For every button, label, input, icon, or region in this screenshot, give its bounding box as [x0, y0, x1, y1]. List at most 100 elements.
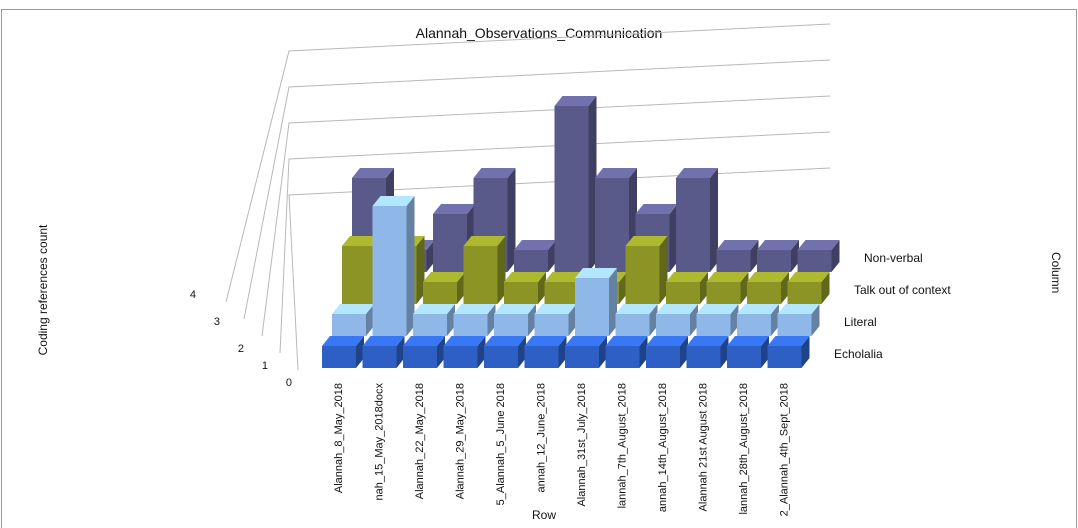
bar-top — [575, 268, 617, 278]
bar-side — [791, 240, 799, 272]
y-tick-label: 0 — [286, 377, 292, 389]
bar-1-11 — [777, 314, 812, 336]
bar-side — [548, 240, 556, 272]
bar-top — [403, 336, 445, 346]
bar-0-0 — [322, 346, 356, 368]
bar-side — [396, 336, 405, 368]
bar-1-1 — [372, 206, 407, 336]
legend-entry: Non-verbal — [864, 251, 923, 265]
bar-1-6 — [575, 278, 609, 336]
x-tick-label: Alannah_8_May_2018 — [333, 383, 345, 493]
bar-top — [727, 336, 769, 346]
bar-side — [761, 336, 769, 368]
bar-top — [332, 304, 374, 314]
bar-top — [696, 304, 739, 314]
bar-2-3 — [463, 246, 498, 304]
bar-1-0 — [332, 314, 366, 336]
bar-side — [447, 304, 455, 336]
bar-side — [588, 96, 597, 272]
bar-2-4 — [504, 282, 538, 304]
gridline — [225, 23, 831, 303]
bar-side — [538, 272, 546, 304]
bar-top — [524, 336, 567, 346]
bar-side — [609, 268, 617, 336]
bar-top — [676, 168, 718, 178]
bar-1-9 — [696, 314, 731, 336]
bar-top — [615, 304, 658, 314]
bar-side — [720, 336, 729, 368]
bar-top — [534, 304, 577, 314]
bar-top — [453, 304, 496, 314]
bar-top — [514, 240, 556, 250]
bar-side — [740, 272, 749, 304]
bar-top — [635, 204, 678, 214]
bar-top — [737, 304, 779, 314]
bar-top — [777, 304, 820, 314]
bar-2-11 — [787, 282, 822, 304]
bar-side — [518, 336, 526, 368]
bar-2-0 — [342, 246, 376, 304]
bar-side — [416, 236, 425, 304]
gridline — [279, 131, 831, 354]
bar-0-3 — [443, 346, 478, 368]
bar-0-2 — [403, 346, 437, 368]
bar-2-10 — [747, 282, 781, 304]
bar-0-9 — [686, 346, 721, 368]
bar-side — [497, 236, 506, 304]
bar-2-2 — [423, 282, 457, 304]
x-tick-label: nah_15_May_2018docx — [374, 383, 386, 501]
bar-side — [821, 272, 830, 304]
bar-top — [686, 336, 729, 346]
gridline — [288, 167, 831, 371]
bar-top — [595, 168, 637, 178]
bar-top — [473, 168, 516, 178]
bar-side — [406, 196, 415, 336]
bar-top — [787, 272, 830, 282]
bar-1-7 — [615, 314, 650, 336]
bar-top — [767, 336, 810, 346]
bar-0-7 — [605, 346, 640, 368]
bar-side — [781, 272, 789, 304]
bar-1-3 — [453, 314, 488, 336]
x-tick-label: annah_12_June_2018 — [536, 383, 548, 493]
bar-0-5 — [524, 346, 559, 368]
bar-1-10 — [737, 314, 771, 336]
legend-entry: Literal — [844, 315, 877, 329]
bar-side — [426, 240, 435, 272]
bar-1-5 — [534, 314, 569, 336]
bar-2-5 — [544, 282, 579, 304]
bar-2-8 — [666, 282, 700, 304]
bar-top — [413, 304, 455, 314]
bar-side — [831, 240, 840, 272]
bar-side — [750, 240, 759, 272]
row-axis-label: Row — [532, 508, 557, 522]
bar-side — [700, 272, 708, 304]
bar-3-9 — [716, 250, 751, 272]
bar-side — [811, 304, 820, 336]
bar-top — [484, 336, 526, 346]
bar-3-10 — [757, 250, 791, 272]
bar-side — [599, 336, 607, 368]
bar-side — [437, 336, 445, 368]
x-tick-label: Alannah_22_May_2018 — [414, 383, 426, 499]
bar-top — [797, 240, 840, 250]
gridline — [261, 95, 831, 337]
bar-3-8 — [676, 178, 710, 272]
bar-0-4 — [484, 346, 518, 368]
bar-side — [690, 304, 698, 336]
bar-3-2 — [433, 214, 467, 272]
x-tick-label: lannah_28th_August_2018 — [738, 383, 750, 515]
legend-entry: Talk out of context — [854, 283, 951, 297]
bar-side — [710, 168, 718, 272]
chart-title: Alannah_Observations_Communication — [415, 25, 663, 41]
y-tick-label: 2 — [238, 343, 244, 355]
bar-side — [366, 304, 374, 336]
x-tick-label: Alannah_29_May_2018 — [455, 383, 467, 499]
bar-side — [568, 304, 577, 336]
bar-side — [659, 236, 668, 304]
x-tick-label: 5_Alannah_5_June 2018 — [495, 383, 507, 505]
bar-top — [494, 304, 536, 314]
bar-top — [646, 336, 688, 346]
bar-side — [477, 336, 486, 368]
bar-top — [706, 272, 749, 282]
